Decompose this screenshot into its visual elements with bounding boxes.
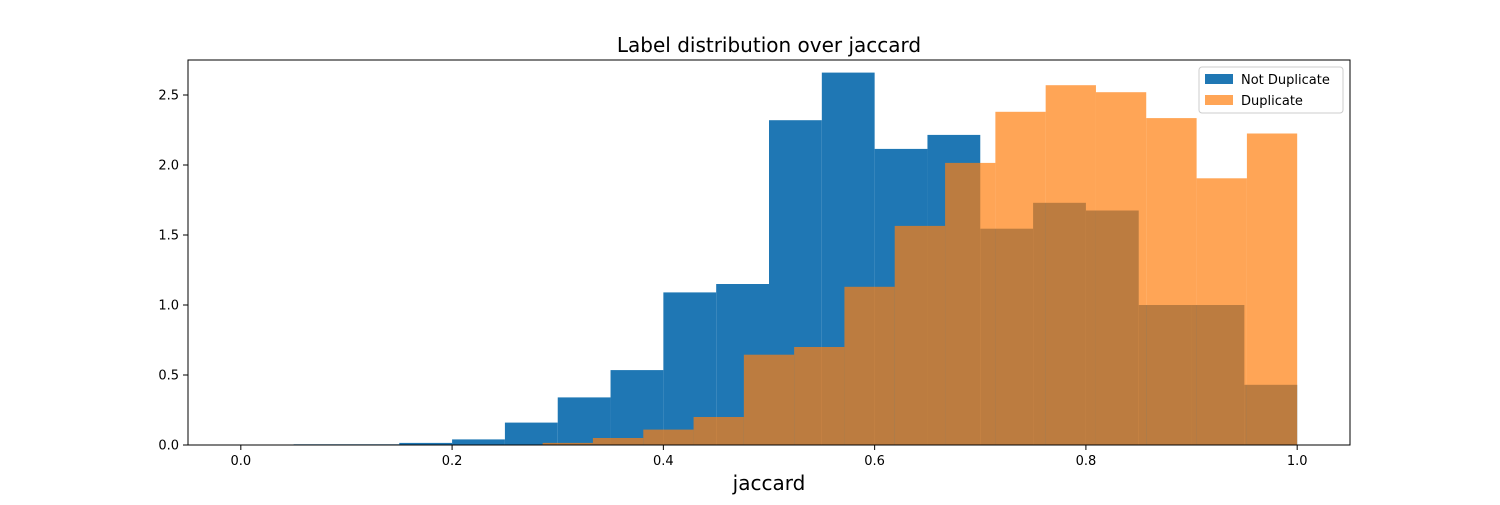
legend: Not Duplicate Duplicate: [1198, 66, 1344, 114]
y-tick-label: 1.5: [158, 229, 179, 244]
histogram-bar: [1146, 118, 1197, 445]
x-tick-label: 0.4: [653, 454, 674, 469]
x-tick-label: 0.2: [442, 454, 463, 469]
y-tick-label: 0.5: [158, 369, 179, 384]
y-tick-label: 1.0: [158, 299, 179, 314]
histogram-bar: [1196, 178, 1247, 446]
y-axis: 0.0 0.5 1.0 1.5 2.0 2.5: [158, 89, 188, 454]
histogram-bar: [399, 442, 453, 445]
histogram-bar: [794, 347, 845, 445]
histogram-bar: [995, 111, 1046, 446]
histogram-bar: [945, 162, 996, 445]
legend-box: [1198, 66, 1344, 114]
x-tick-label: 0.0: [230, 454, 251, 469]
histogram-bar: [1045, 85, 1096, 445]
histogram-bar: [452, 439, 505, 445]
histogram-bar: [643, 429, 694, 445]
chart-title: Label distribution over jaccard: [617, 33, 921, 57]
histogram-bar: [1095, 92, 1147, 445]
histogram-bar: [504, 422, 558, 445]
y-tick-label: 2.5: [158, 89, 179, 104]
legend-swatch: [1205, 95, 1233, 105]
histogram-bar: [693, 417, 744, 445]
legend-swatch: [1205, 74, 1233, 84]
histogram-bar: [743, 354, 795, 445]
histogram-bar: [1246, 133, 1298, 445]
histogram-bar: [844, 286, 895, 445]
series-1-bars: [542, 85, 1298, 446]
x-tick-label: 0.8: [1076, 454, 1097, 469]
histogram-bar: [542, 442, 593, 445]
x-tick-label: 0.6: [864, 454, 885, 469]
histogram-bar: [592, 438, 644, 445]
legend-label: Not Duplicate: [1241, 73, 1330, 88]
legend-label: Duplicate: [1241, 94, 1303, 109]
x-axis: 0.0 0.2 0.4 0.6 0.8 1.0: [230, 445, 1308, 469]
bars-layer: [293, 72, 1298, 446]
y-tick-label: 0.0: [158, 439, 179, 454]
x-tick-label: 1.0: [1287, 454, 1308, 469]
y-tick-label: 2.0: [158, 159, 179, 174]
plot-frame: [187, 59, 1351, 446]
x-axis-label: jaccard: [732, 471, 806, 495]
histogram-bar: [894, 225, 946, 445]
histogram-bar: [557, 397, 611, 445]
